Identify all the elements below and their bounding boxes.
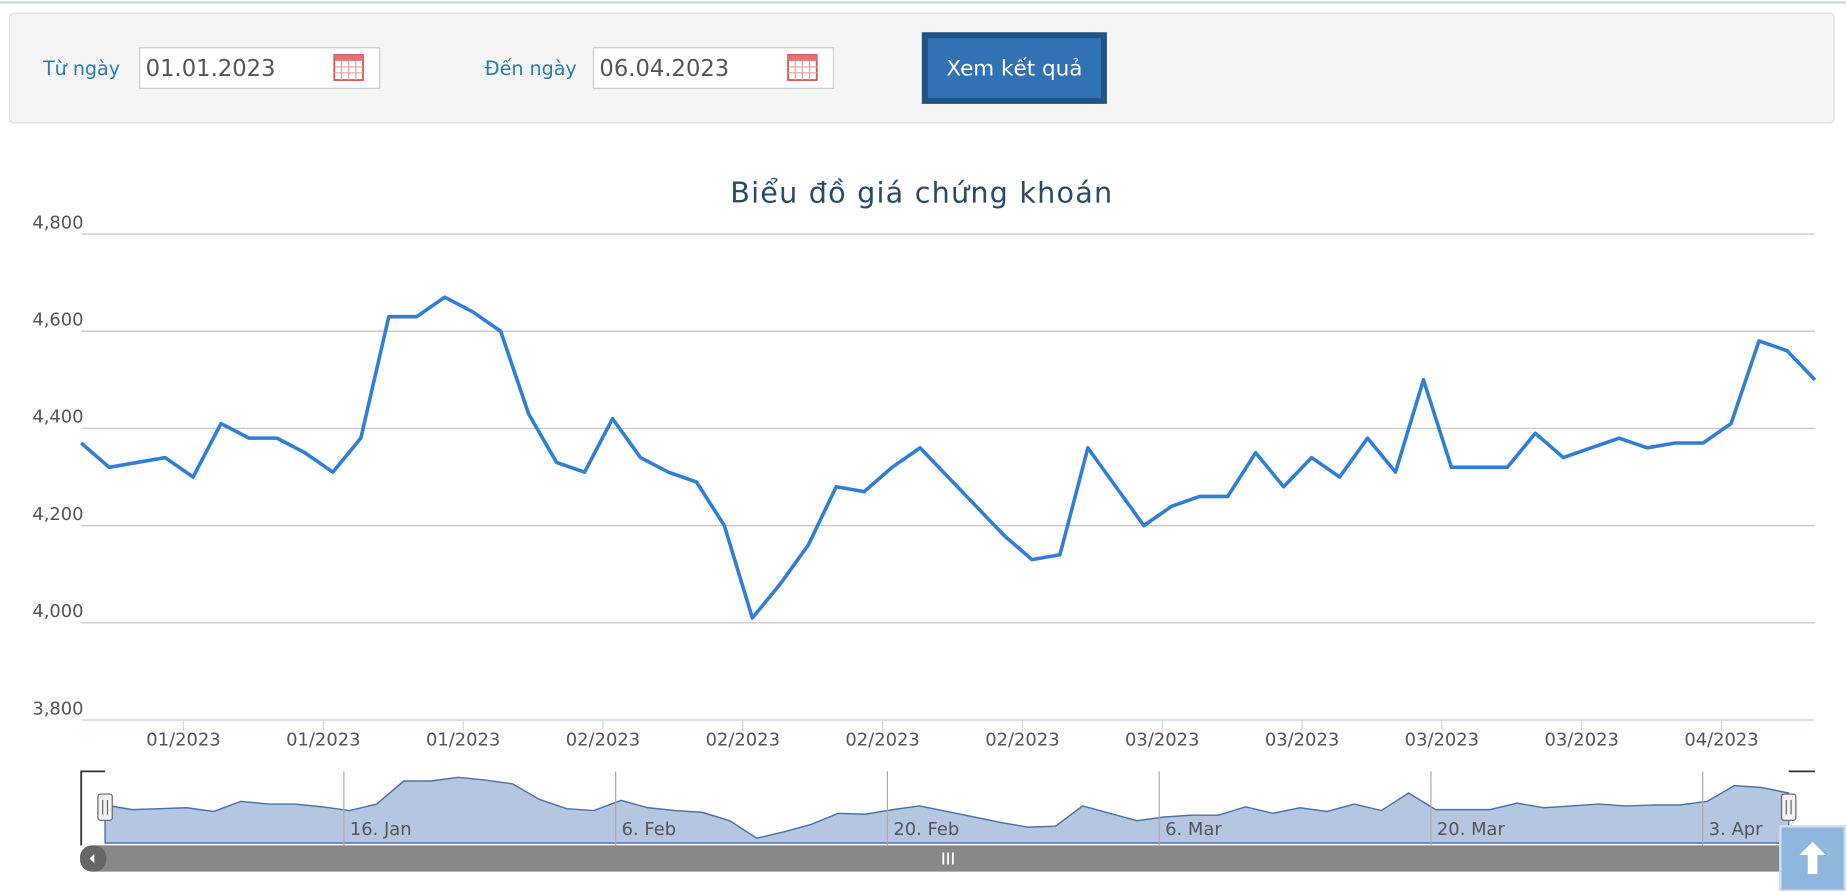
- navigator-handle[interactable]: [97, 793, 113, 821]
- x-tick-label: 01/2023: [146, 729, 220, 750]
- handle-grip: [1785, 800, 1792, 815]
- x-tick-label: 03/2023: [1405, 729, 1479, 750]
- x-tick-label: 03/2023: [1265, 729, 1339, 750]
- to-value: 06.04.2023: [599, 56, 729, 82]
- y-tick-label: 4,400: [32, 407, 83, 428]
- x-tick-label: 01/2023: [286, 729, 360, 750]
- navigator-label: 20. Mar: [1437, 819, 1506, 840]
- y-tick-label: 4,000: [32, 601, 83, 622]
- submit-button-face: [927, 38, 1101, 98]
- y-tick-label: 4,800: [32, 212, 83, 233]
- to-label: Đến ngày: [485, 57, 577, 80]
- price-line: [80, 295, 1817, 620]
- x-tick-label: 02/2023: [985, 729, 1059, 750]
- scrollbar-grip: [942, 852, 954, 865]
- y-tick-label: 4,600: [32, 309, 83, 330]
- from-label: Từ ngày: [42, 57, 120, 80]
- scrollbar-track[interactable]: [81, 845, 1789, 872]
- y-tick-label: 4,200: [32, 504, 83, 525]
- calendar-icon[interactable]: [787, 54, 818, 81]
- navigator-label: 16. Jan: [350, 819, 412, 840]
- x-tick-label: 02/2023: [566, 729, 640, 750]
- x-tick-label: 04/2023: [1684, 729, 1758, 750]
- navigator-outline: [80, 770, 1815, 846]
- x-tick-label: 03/2023: [1544, 729, 1618, 750]
- navigator-label: 6. Feb: [622, 819, 676, 840]
- from-value: 01.01.2023: [146, 56, 276, 82]
- scroll-left-arrow: [89, 853, 95, 864]
- x-tick-label: 02/2023: [706, 729, 780, 750]
- calendar-icon[interactable]: [333, 54, 364, 81]
- submit-label: Xem kết quả: [946, 56, 1082, 81]
- x-tick-label: 02/2023: [845, 729, 919, 750]
- navigator-label: 3. Apr: [1709, 819, 1763, 840]
- navigator-label: 6. Mar: [1165, 819, 1222, 840]
- y-tick-label: 3,800: [32, 698, 83, 719]
- back-to-top-arrow: [1799, 841, 1826, 875]
- navigator-handle[interactable]: [1780, 793, 1797, 821]
- navigator-area: [104, 776, 1790, 844]
- x-tick-label: 03/2023: [1125, 729, 1199, 750]
- chart-title: Biểu đồ giá chứng khoán: [730, 176, 1113, 210]
- handle-grip: [102, 800, 109, 815]
- x-tick-label: 01/2023: [426, 729, 500, 750]
- navigator-label: 20. Feb: [893, 819, 959, 840]
